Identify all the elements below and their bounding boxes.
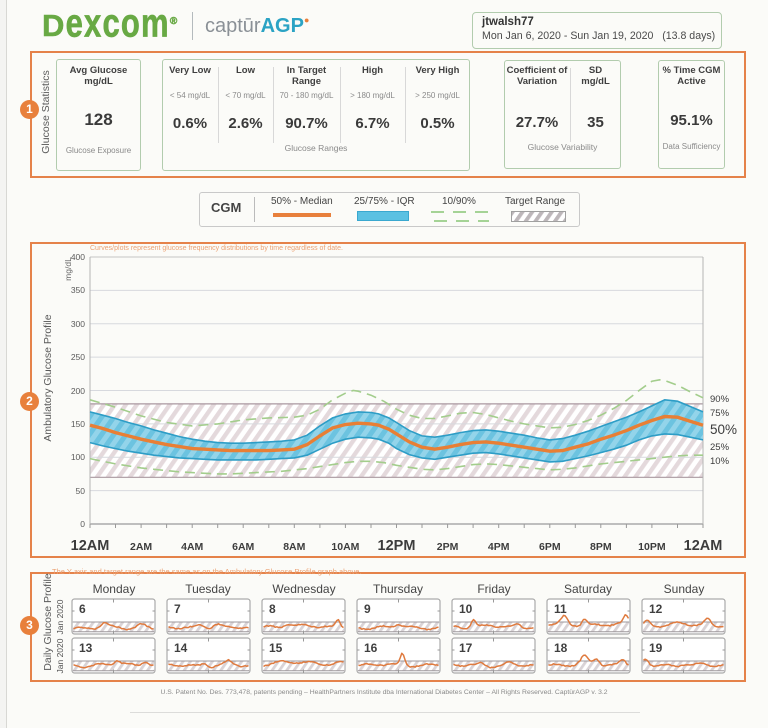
svg-text:350: 350 xyxy=(71,285,85,295)
svg-text:17: 17 xyxy=(459,641,473,655)
svg-text:Wednesday: Wednesday xyxy=(272,582,335,596)
svg-text:8: 8 xyxy=(269,602,276,616)
svg-text:Monday: Monday xyxy=(93,582,136,596)
svg-text:75%: 75% xyxy=(710,408,730,419)
svg-text:14: 14 xyxy=(174,641,188,655)
svg-text:12: 12 xyxy=(649,602,663,616)
svg-text:9: 9 xyxy=(364,602,371,616)
svg-text:10%: 10% xyxy=(710,456,730,467)
svg-text:50%: 50% xyxy=(710,422,737,437)
svg-text:12AM: 12AM xyxy=(71,538,110,554)
svg-text:8AM: 8AM xyxy=(283,541,305,553)
svg-text:2PM: 2PM xyxy=(437,541,459,553)
svg-text:0: 0 xyxy=(80,519,85,529)
svg-text:Thursday: Thursday xyxy=(373,582,423,596)
svg-text:50: 50 xyxy=(76,486,86,496)
svg-text:6AM: 6AM xyxy=(232,541,254,553)
svg-text:6PM: 6PM xyxy=(539,541,561,553)
svg-text:18: 18 xyxy=(554,641,568,655)
svg-text:200: 200 xyxy=(71,386,85,396)
svg-text:100: 100 xyxy=(71,452,85,462)
svg-text:16: 16 xyxy=(364,641,378,655)
svg-text:11: 11 xyxy=(554,602,567,616)
svg-text:10AM: 10AM xyxy=(331,541,359,553)
svg-text:12AM: 12AM xyxy=(684,538,723,554)
svg-text:90%: 90% xyxy=(710,394,730,405)
svg-text:2AM: 2AM xyxy=(130,541,152,553)
svg-text:10PM: 10PM xyxy=(638,541,666,553)
svg-text:150: 150 xyxy=(71,419,85,429)
svg-text:4PM: 4PM xyxy=(488,541,510,553)
svg-text:13: 13 xyxy=(79,641,93,655)
svg-text:Jan 2020: Jan 2020 xyxy=(55,638,65,673)
svg-text:19: 19 xyxy=(649,641,663,655)
svg-text:250: 250 xyxy=(71,352,85,362)
svg-text:Jan 2020: Jan 2020 xyxy=(55,599,65,634)
svg-text:300: 300 xyxy=(71,319,85,329)
svg-text:25%: 25% xyxy=(710,442,730,453)
svg-text:4AM: 4AM xyxy=(181,541,203,553)
svg-text:10: 10 xyxy=(459,602,473,616)
svg-text:Tuesday: Tuesday xyxy=(185,582,231,596)
svg-text:Friday: Friday xyxy=(477,582,510,596)
svg-text:12PM: 12PM xyxy=(378,538,416,554)
svg-text:8PM: 8PM xyxy=(590,541,612,553)
svg-text:Saturday: Saturday xyxy=(564,582,612,596)
svg-text:6: 6 xyxy=(79,602,86,616)
svg-text:15: 15 xyxy=(269,641,283,655)
svg-text:Sunday: Sunday xyxy=(664,582,705,596)
svg-text:400: 400 xyxy=(71,252,85,262)
svg-text:7: 7 xyxy=(174,602,181,616)
